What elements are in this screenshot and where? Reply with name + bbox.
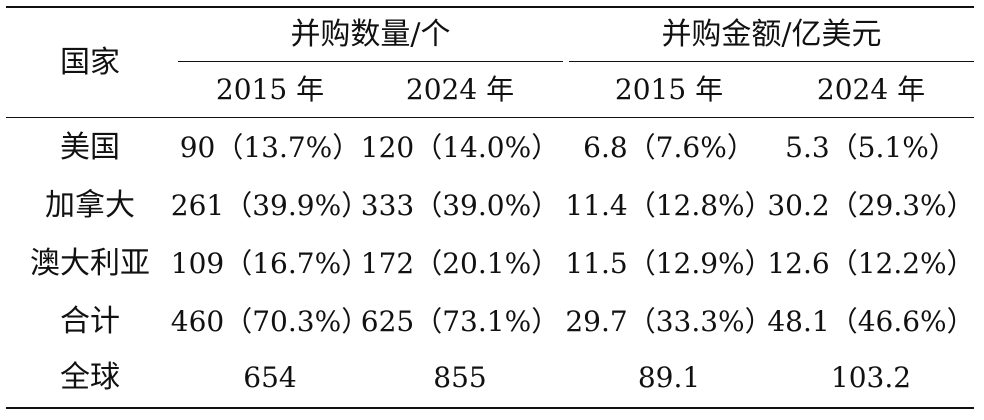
row-usa-count-2024: 120（14.0%） <box>360 131 560 164</box>
row-global-amount-2015: 89.1 <box>637 361 701 394</box>
row-country-canada: 加拿大 <box>45 188 135 223</box>
top-rule <box>6 6 974 8</box>
header-year-count-2024: 2024 年 <box>405 73 515 106</box>
row-australia-count-2015: 109（16.7%） <box>170 247 370 280</box>
row-australia-amount-2015: 11.5（12.9%） <box>565 247 773 280</box>
row-country-total: 合计 <box>60 304 120 339</box>
row-canada-count-2015: 261（39.9%） <box>170 189 370 222</box>
row-australia-count-2024: 172（20.1%） <box>360 247 560 280</box>
row-usa-amount-2015: 6.8（7.6%） <box>583 131 755 164</box>
row-total-amount-2024: 48.1（46.6%） <box>767 305 975 338</box>
header-year-amount-2015: 2015 年 <box>614 73 724 106</box>
row-canada-amount-2015: 11.4（12.8%） <box>565 189 773 222</box>
row-usa-amount-2024: 5.3（5.1%） <box>785 131 957 164</box>
header-year-amount-2024: 2024 年 <box>816 73 926 106</box>
row-total-amount-2015: 29.7（33.3%） <box>565 305 773 338</box>
row-canada-amount-2024: 30.2（29.3%） <box>767 189 975 222</box>
header-year-count-2015: 2015 年 <box>215 73 325 106</box>
row-global-count-2024: 855 <box>433 361 487 394</box>
count-group-rule <box>178 61 563 62</box>
row-country-usa: 美国 <box>60 130 120 165</box>
header-group-count: 并购数量/个 <box>290 16 451 52</box>
row-usa-count-2015: 90（13.7%） <box>179 131 361 164</box>
amount-group-rule <box>569 61 974 62</box>
header-bottom-rule <box>6 117 974 118</box>
row-australia-amount-2024: 12.6（12.2%） <box>767 247 975 280</box>
header-group-amount: 并购金额/亿美元 <box>661 16 882 52</box>
row-total-count-2015: 460（70.3%） <box>170 305 370 338</box>
row-country-australia: 澳大利亚 <box>30 246 150 281</box>
row-global-amount-2024: 103.2 <box>830 361 912 394</box>
row-total-count-2024: 625（73.1%） <box>360 305 560 338</box>
bottom-rule <box>6 407 974 409</box>
row-global-count-2015: 654 <box>243 361 297 394</box>
row-country-global: 全球 <box>60 360 120 395</box>
row-canada-count-2024: 333（39.0%） <box>360 189 560 222</box>
header-country: 国家 <box>60 45 120 80</box>
